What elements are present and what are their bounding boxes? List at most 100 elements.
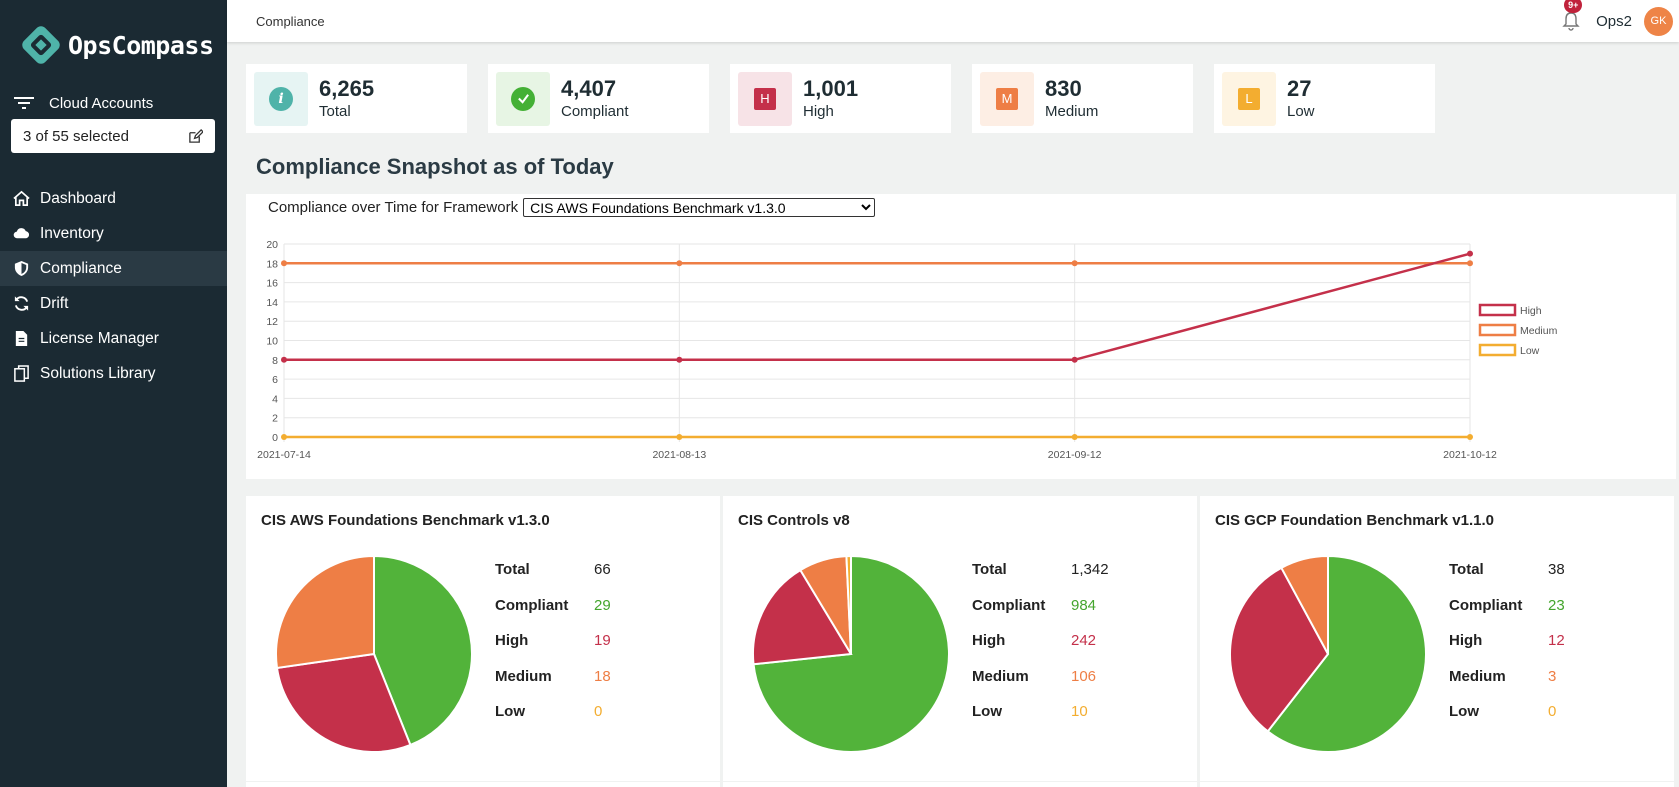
sidebar-item-inventory[interactable]: Inventory	[0, 216, 227, 251]
next-row-card	[723, 782, 1197, 787]
stat-row-value: 23	[1548, 596, 1565, 614]
data-point-high[interactable]	[1071, 356, 1078, 363]
stat-value: 6,265	[319, 75, 375, 101]
y-tick-label: 8	[272, 355, 278, 367]
pie-slice-high[interactable]	[1229, 566, 1330, 733]
breadcrumb: Compliance	[256, 13, 325, 29]
document-icon	[15, 330, 28, 347]
pie-slice-low[interactable]	[845, 554, 852, 655]
stat-row-medium: Medium 106	[972, 668, 1109, 704]
medium-severity-icon: M	[996, 87, 1018, 110]
shield-icon	[14, 260, 29, 277]
sidebar-item-solutions-library[interactable]: Solutions Library	[0, 356, 227, 391]
data-point-medium[interactable]	[1467, 260, 1473, 267]
sidebar-item-license-manager[interactable]: License Manager	[0, 321, 227, 356]
stat-row-label: Compliant	[1449, 596, 1523, 614]
data-point-high[interactable]	[281, 356, 287, 363]
framework-stats: Total 66 Compliant 29 High 19 Medium 18 Low 0	[495, 561, 611, 739]
sidebar-item-compliance[interactable]: Compliance	[0, 251, 227, 286]
stat-row-label: Low	[495, 703, 525, 720]
series-line-high	[284, 252, 1471, 362]
stat-row-label: High	[495, 632, 529, 649]
data-point-high[interactable]	[676, 356, 683, 363]
stat-row-label: Low	[972, 703, 1002, 720]
framework-stats: Total 38 Compliant 23 High 12 Medium 3 Low 0	[1449, 561, 1565, 739]
pie-slice-compliant[interactable]	[1266, 554, 1427, 753]
cloud-icon	[13, 228, 30, 239]
sidebar-item-dashboard[interactable]: Dashboard	[0, 181, 227, 216]
pie-slice-compliant[interactable]	[373, 554, 473, 747]
stat-row-compliant: Compliant 23	[1449, 597, 1565, 633]
legend-label-high[interactable]: High	[1520, 305, 1542, 317]
stat-row-low: Low 0	[1449, 703, 1565, 739]
y-tick-label: 4	[272, 393, 278, 405]
sidebar-item-label: Drift	[40, 294, 69, 312]
y-tick-label: 20	[266, 239, 278, 251]
legend-swatch-medium[interactable]	[1478, 323, 1517, 337]
stat-row-value: 38	[1548, 561, 1565, 578]
user-name[interactable]: Ops2	[1596, 12, 1632, 30]
stat-row-value: 1,342	[1071, 561, 1109, 578]
stat-row-low: Low 0	[495, 703, 611, 739]
stat-icon-box: i	[254, 71, 308, 126]
framework-title: CIS Controls v8	[738, 512, 850, 529]
cloud-accounts-selector[interactable]: 3 of 55 selected	[11, 119, 215, 153]
stat-value: 27	[1287, 75, 1312, 101]
framework-pie-chart	[275, 554, 473, 753]
data-point-medium[interactable]	[1071, 260, 1078, 267]
stat-row-label: Medium	[1449, 667, 1506, 685]
stat-row-value: 0	[594, 703, 603, 720]
data-point-low[interactable]	[676, 434, 683, 440]
home-icon	[13, 190, 30, 206]
legend-label-medium[interactable]: Medium	[1520, 325, 1558, 337]
pie-slice-medium[interactable]	[1280, 554, 1329, 655]
bell-icon	[1562, 12, 1580, 31]
stat-row-value: 18	[594, 667, 611, 685]
data-point-medium[interactable]	[281, 260, 287, 267]
stat-row-label: Medium	[495, 667, 552, 685]
stat-label: Low	[1287, 102, 1315, 120]
notifications-button[interactable]: 9+	[1562, 0, 1583, 31]
high-severity-icon: H	[754, 87, 776, 110]
stat-row-medium: Medium 18	[495, 668, 611, 704]
data-point-high[interactable]	[1467, 250, 1473, 257]
x-tick-label: 2021-10-12	[1443, 449, 1497, 461]
x-tick-label: 2021-08-13	[652, 449, 706, 461]
low-severity-icon: L	[1238, 87, 1260, 110]
stat-row-value: 106	[1071, 667, 1097, 685]
sidebar-item-drift[interactable]: Drift	[0, 286, 227, 321]
data-point-low[interactable]	[1071, 434, 1078, 440]
pie-slice-high[interactable]	[275, 652, 412, 753]
data-point-low[interactable]	[1467, 434, 1473, 440]
y-tick-label: 18	[266, 258, 278, 270]
framework-select[interactable]: CIS AWS Foundations Benchmark v1.3.0	[523, 198, 876, 217]
cloud-accounts-label: Cloud Accounts	[49, 94, 154, 112]
sidebar-item-label: Inventory	[40, 224, 104, 242]
info-icon: i	[269, 86, 293, 111]
stat-row-value: 12	[1548, 632, 1565, 649]
edit-icon[interactable]	[188, 128, 203, 144]
legend-swatch-low[interactable]	[1478, 343, 1517, 357]
stat-label: High	[803, 102, 834, 120]
legend-swatch-high[interactable]	[1478, 303, 1517, 317]
brand-logo[interactable]: OpsCompass	[0, 0, 227, 90]
legend-label-low[interactable]: Low	[1520, 345, 1540, 357]
stat-row-low: Low 10	[972, 703, 1109, 739]
stat-row-compliant: Compliant 984	[972, 597, 1109, 633]
chart-header: Compliance over Time for Framework CIS A…	[268, 198, 876, 217]
y-tick-label: 12	[266, 316, 278, 328]
data-point-medium[interactable]	[676, 260, 683, 267]
stat-row-total: Total 38	[1449, 561, 1565, 597]
stat-icon-box	[496, 71, 550, 126]
stat-value: 830	[1045, 75, 1082, 101]
section-title: Compliance Snapshot as of Today	[256, 154, 614, 179]
stat-row-label: Compliant	[972, 596, 1046, 614]
pie-slice-high[interactable]	[752, 568, 853, 666]
stat-row-value: 10	[1071, 703, 1088, 720]
avatar[interactable]: GK	[1644, 6, 1673, 36]
data-point-low[interactable]	[281, 434, 287, 440]
y-tick-label: 14	[266, 297, 278, 309]
pie-slice-medium[interactable]	[275, 554, 375, 670]
stat-card-high: H 1,001 High	[730, 64, 951, 133]
stat-icon-box: H	[738, 71, 792, 126]
